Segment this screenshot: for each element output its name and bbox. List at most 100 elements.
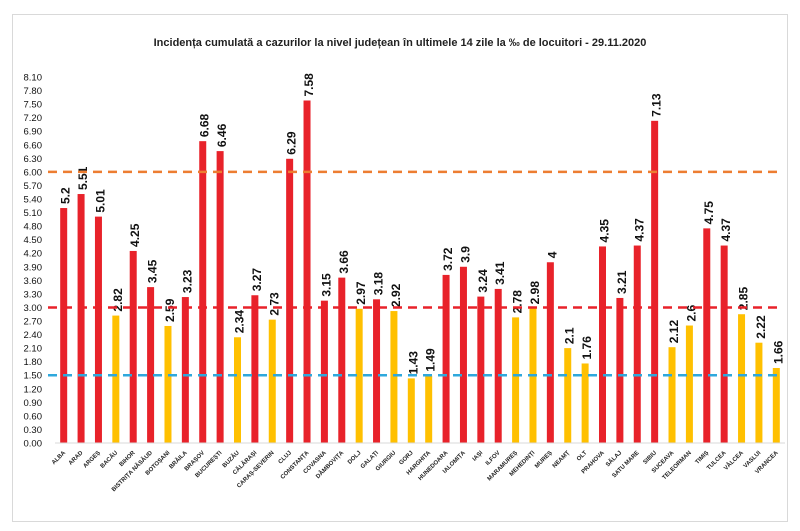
x-tick-label: ARGEȘ — [83, 450, 102, 469]
bar — [303, 100, 311, 443]
data-label: 2.1 — [563, 327, 577, 344]
bar — [755, 342, 763, 443]
bar — [129, 250, 137, 443]
bar — [685, 325, 693, 443]
x-tick-label: GORJ — [398, 450, 414, 466]
x-tick-label: ILFOV — [485, 450, 502, 467]
y-tick-label: 3.60 — [24, 276, 43, 287]
data-label: 6.68 — [198, 113, 212, 137]
y-tick-label: 2.40 — [24, 330, 43, 341]
data-label: 4 — [545, 251, 559, 258]
data-label: 1.76 — [580, 336, 594, 360]
y-tick-label: 7.80 — [24, 86, 43, 97]
bar — [77, 194, 85, 443]
bar — [147, 287, 155, 443]
bar — [320, 300, 328, 443]
data-label: 2.92 — [389, 283, 403, 307]
data-label: 4.37 — [719, 218, 733, 242]
x-tick-label: OLT — [576, 450, 589, 463]
data-label: 6.29 — [285, 131, 299, 155]
data-label: 3.9 — [458, 246, 472, 263]
y-tick-label: 1.50 — [24, 371, 43, 382]
y-tick-label: 2.10 — [24, 344, 43, 355]
y-tick-label: 5.40 — [24, 195, 43, 206]
x-tick-label: BACĂU — [99, 449, 119, 469]
y-tick-label: 5.10 — [24, 208, 43, 219]
x-tick-label: SIBIU — [642, 450, 658, 466]
x-tick-label: VÂLCEA — [723, 449, 746, 472]
bar — [425, 375, 433, 443]
x-tick-label: DOLJ — [347, 450, 363, 466]
bar — [738, 314, 746, 443]
bar — [112, 315, 120, 443]
y-tick-label: 6.60 — [24, 140, 43, 151]
bar — [581, 363, 589, 443]
bar — [94, 216, 102, 443]
data-label: 3.24 — [476, 269, 490, 293]
data-label: 1.43 — [406, 351, 420, 375]
data-label: 5.2 — [59, 187, 73, 204]
data-label: 3.27 — [250, 268, 264, 292]
y-tick-label: 3.30 — [24, 289, 43, 300]
data-label: 3.21 — [615, 270, 629, 294]
data-label: 3.15 — [319, 273, 333, 297]
bar — [60, 208, 68, 443]
data-label: 5.01 — [93, 189, 107, 213]
bar — [633, 245, 641, 443]
bar — [181, 297, 189, 443]
bar — [234, 337, 241, 443]
data-label: 3.18 — [372, 272, 386, 296]
bar — [720, 245, 728, 443]
y-tick-label: 0.90 — [24, 398, 43, 409]
data-label: 7.13 — [650, 93, 664, 117]
y-tick-label: 0.60 — [24, 411, 43, 422]
bar — [599, 246, 606, 443]
data-label: 3.72 — [441, 247, 455, 271]
y-tick-label: 3.00 — [24, 303, 43, 314]
bar — [651, 120, 659, 444]
data-label: 1.66 — [771, 340, 785, 364]
data-label: 2.78 — [511, 290, 525, 314]
bar — [216, 151, 224, 443]
y-tick-label: 7.20 — [24, 113, 43, 124]
y-tick-label: 6.30 — [24, 154, 43, 165]
data-label: 3.41 — [493, 261, 507, 285]
data-label: 4.37 — [632, 218, 646, 242]
bar — [164, 325, 172, 443]
data-label: 2.34 — [233, 310, 247, 334]
bar — [616, 297, 624, 443]
y-tick-label: 3.90 — [24, 262, 43, 273]
y-tick-label: 8.10 — [24, 73, 43, 84]
bar — [772, 367, 780, 443]
bar — [512, 317, 520, 443]
x-tick-label: IAȘI — [472, 450, 485, 463]
bar — [494, 288, 502, 443]
data-label: 2.59 — [163, 298, 177, 322]
bar — [564, 348, 572, 443]
bar — [390, 311, 398, 443]
bar — [703, 228, 711, 443]
bar — [268, 319, 276, 443]
data-label: 2.98 — [528, 281, 542, 305]
y-tick-label: 0.00 — [24, 439, 43, 450]
data-label: 2.73 — [267, 292, 281, 316]
data-label: 1.49 — [424, 348, 438, 372]
y-tick-label: 4.20 — [24, 249, 43, 260]
y-tick-label: 1.80 — [24, 357, 43, 368]
y-tick-label: 6.90 — [24, 127, 43, 138]
x-tick-label: CLUJ — [278, 450, 293, 465]
bar — [338, 277, 346, 443]
data-label: 2.12 — [667, 320, 681, 344]
data-label: 6.46 — [215, 123, 229, 147]
plot-area: 0.00 0.30 0.60 0.90 1.20 1.50 1.80 2.10 2.40 2.70… — [24, 73, 786, 494]
bar — [373, 299, 381, 443]
x-tick-label: TIMIȘ — [695, 450, 711, 466]
y-tick-label: 1.20 — [24, 384, 43, 395]
data-label: 2.6 — [684, 305, 698, 322]
x-tick-label: MUREȘ — [534, 450, 554, 470]
data-label: 7.58 — [302, 73, 316, 97]
y-tick-label: 7.50 — [24, 100, 43, 111]
data-label: 2.22 — [754, 315, 768, 339]
bar — [546, 262, 554, 443]
